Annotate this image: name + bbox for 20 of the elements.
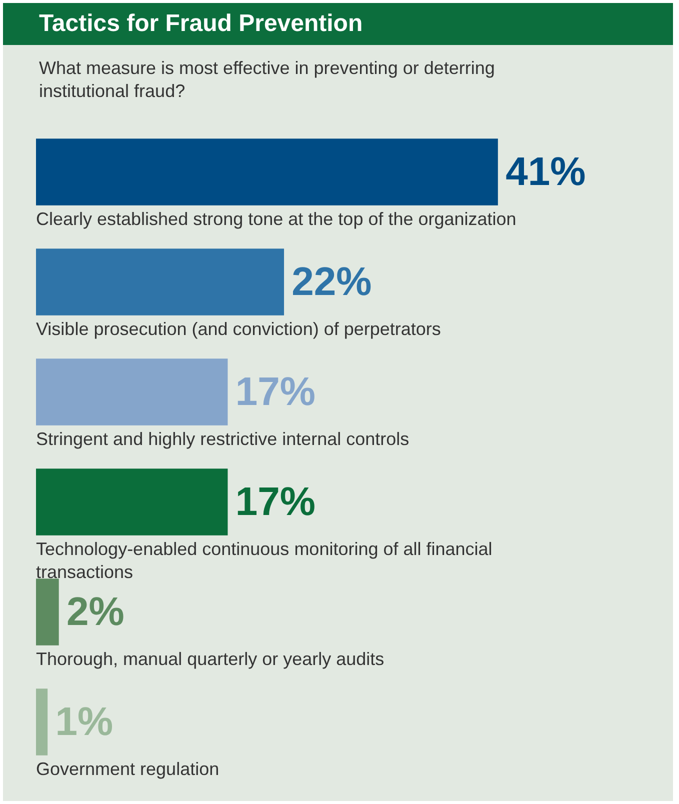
data-label: 17% — [235, 370, 316, 414]
y-tick-label: Visible prosecution (and conviction) of perpetrators — [36, 319, 441, 339]
data-label: 22% — [292, 260, 372, 304]
data-label: 1% — [55, 700, 114, 744]
bar — [36, 138, 498, 206]
bar — [36, 358, 228, 426]
bar — [36, 468, 228, 536]
data-label: 41% — [506, 150, 586, 194]
y-tick-label: Government regulation — [36, 759, 220, 779]
bar — [36, 248, 284, 316]
bar — [36, 688, 48, 756]
chart-title: Tactics for Fraud Prevention — [3, 3, 673, 45]
chart-subtitle: What measure is most effective in preventing or deterring institutional fraud? — [38, 57, 496, 103]
y-tick-label: Technology-enabled continuous monitoring of all financial transactions — [36, 539, 492, 582]
y-tick-label: Thorough, manual quarterly or yearly audits — [36, 649, 384, 669]
data-label: 17% — [235, 480, 316, 524]
data-label: 2% — [66, 590, 124, 634]
y-tick-label: Stringent and highly restrictive internal controls — [36, 429, 410, 449]
bar — [36, 578, 59, 646]
y-tick-label: Clearly established strong tone at the top of the organization — [36, 209, 516, 229]
